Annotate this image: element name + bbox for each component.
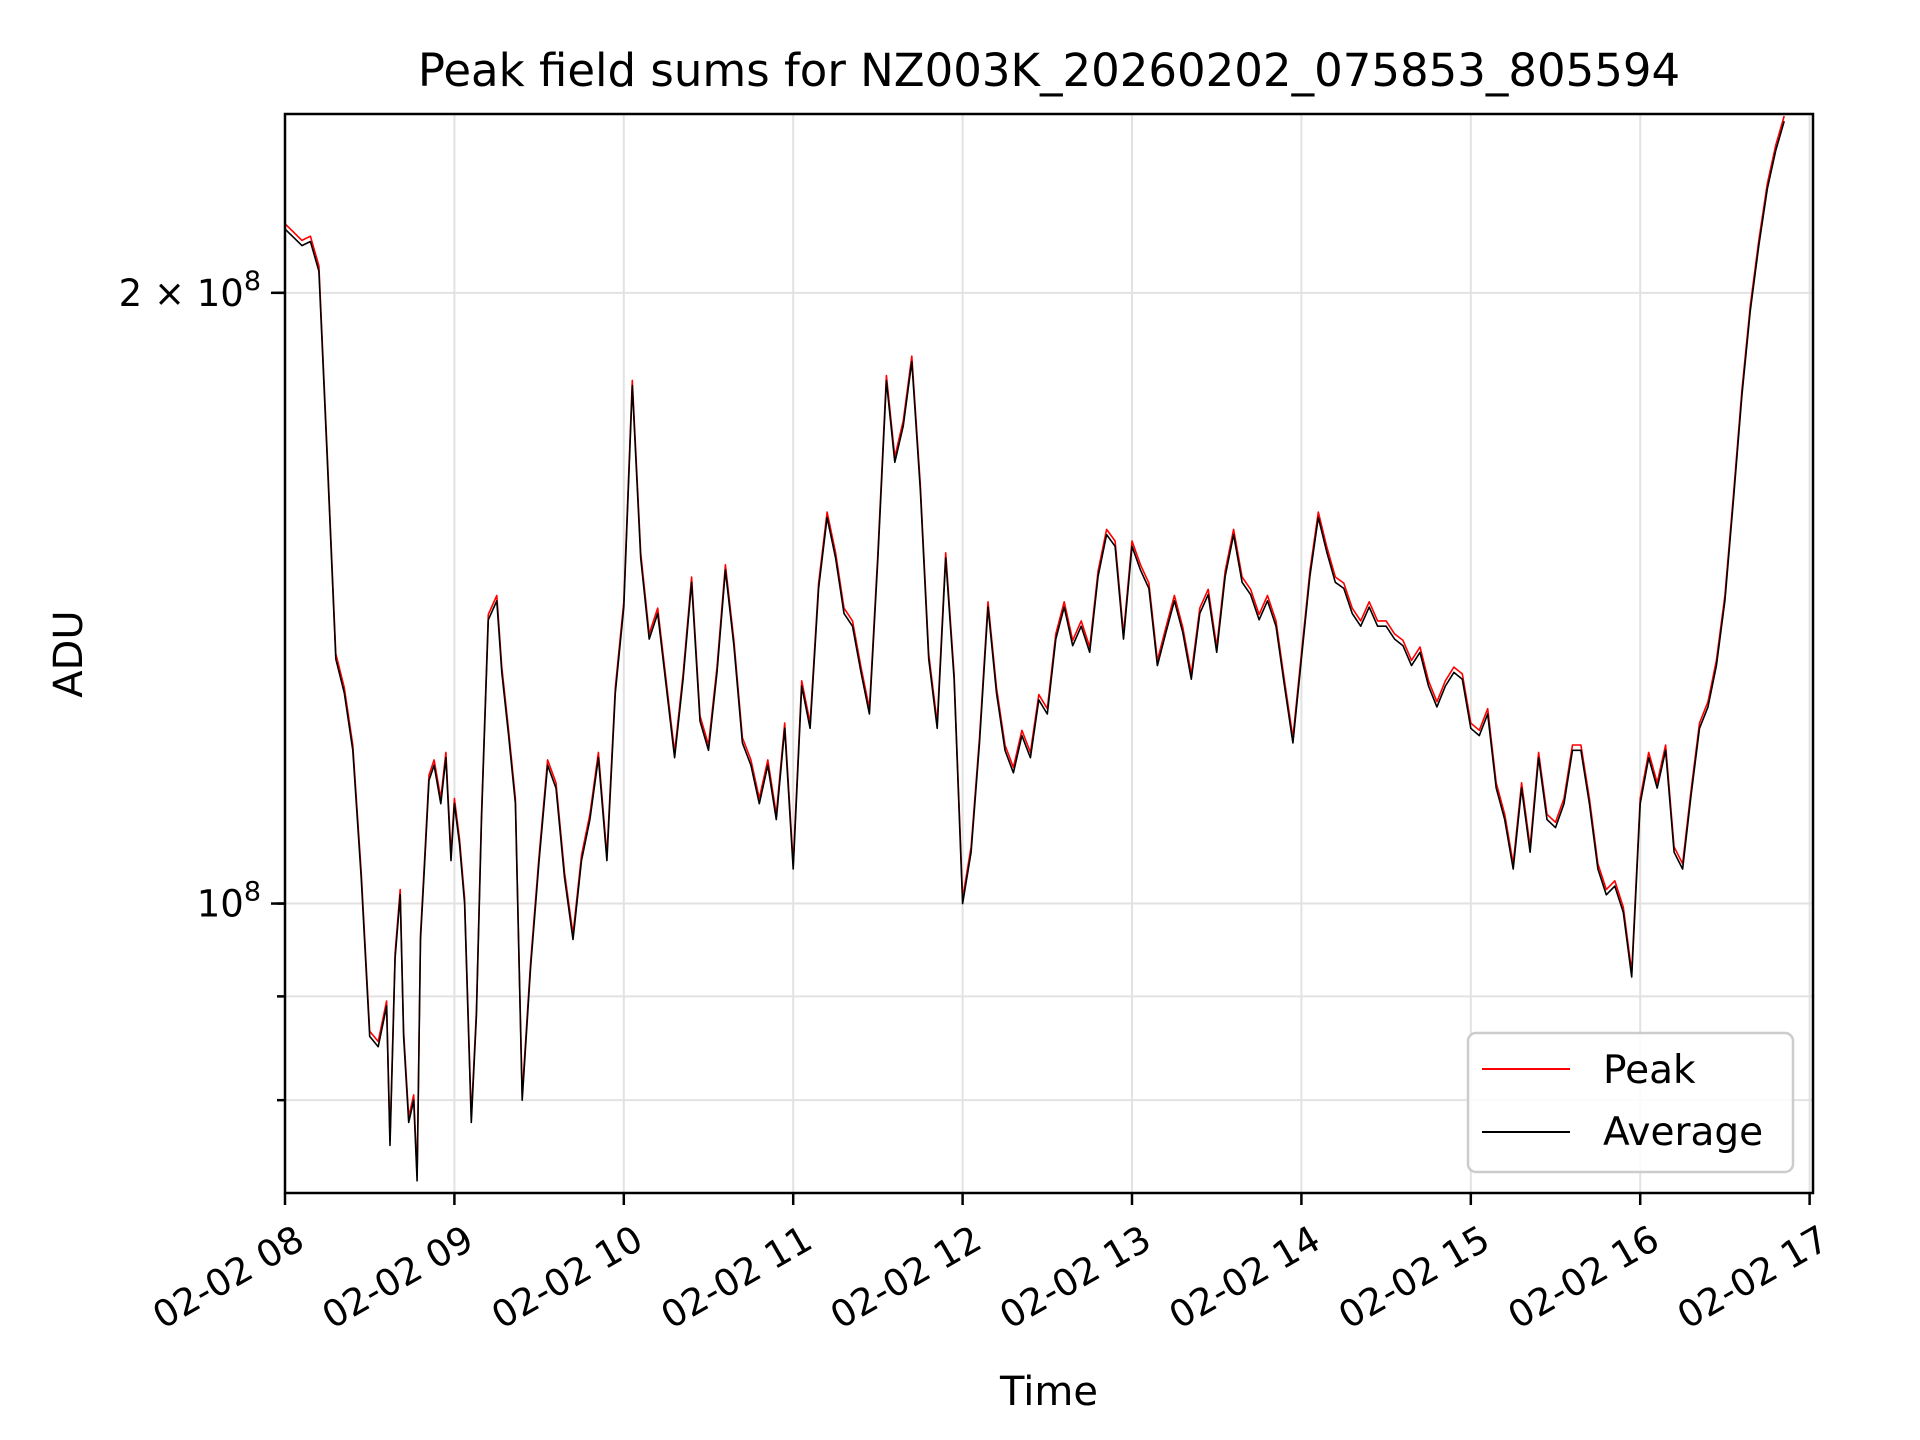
chart-title: Peak field sums for NZ003K_20260202_0758… <box>418 44 1680 97</box>
legend-average-label: Average <box>1603 1110 1763 1155</box>
legend-box <box>1466 1031 1795 1174</box>
y-tick-label: 108 <box>197 877 261 926</box>
series-line-average <box>284 120 1785 1182</box>
y-axis: 2 × 108 108 <box>119 266 285 1102</box>
plot-frame <box>283 112 1815 1195</box>
legend-peak-label: Peak <box>1603 1048 1696 1093</box>
y-tick-label: 2 × 108 <box>119 266 261 315</box>
x-axis-label: Time <box>999 1369 1098 1415</box>
series-lines <box>284 115 1785 1182</box>
legend: Peak Average <box>1466 1031 1795 1174</box>
y-axis-label: ADU <box>46 610 92 697</box>
